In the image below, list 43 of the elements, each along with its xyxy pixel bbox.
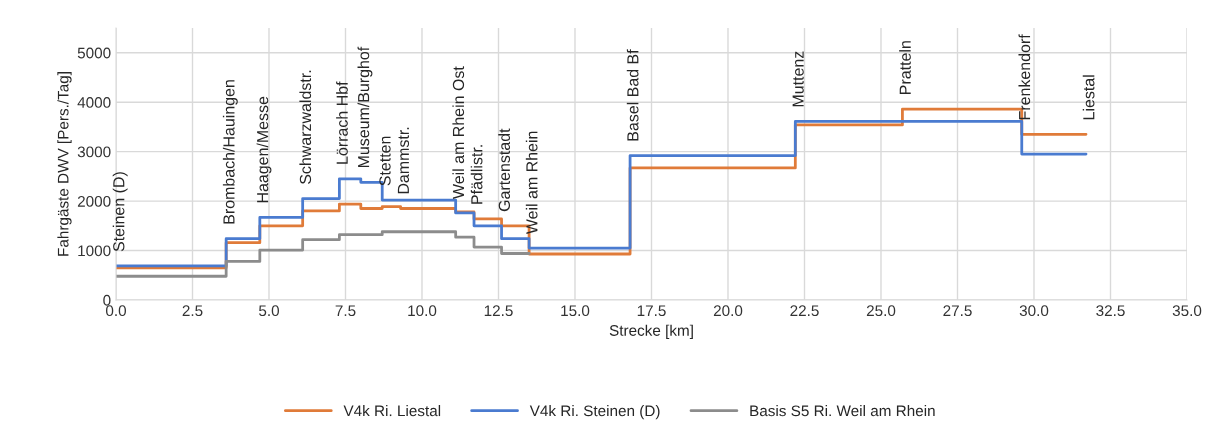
annotation: Basel Bad Bf (626, 49, 639, 141)
x-tick-label: 25.0 (866, 305, 896, 317)
y-tick-label: 2000 (77, 195, 111, 207)
annotation: Weil am Rhein (525, 131, 538, 235)
annotation: Brombach/Hauingen (222, 80, 238, 224)
x-tick-label: 20.0 (713, 305, 743, 317)
annotation: Pfädlistr. (470, 145, 483, 204)
annotation: Steinen (D) (112, 172, 128, 252)
x-tick-label: 17.5 (637, 305, 666, 317)
annotation: Muttenz (792, 51, 804, 107)
y-axis-title: Fahrgäste DWV [Pers./Tag] (57, 72, 72, 256)
annotation: Liestal (1082, 75, 1095, 120)
x-tick-label: 15.0 (561, 305, 590, 317)
annotation: Pratteln (899, 41, 911, 94)
x-tick-label: 0.0 (105, 305, 127, 317)
x-tick-label: 7.5 (335, 305, 356, 317)
x-axis-title: Strecke [km] (609, 324, 693, 339)
annotation: Gartenstadt (498, 128, 511, 212)
x-tick-label: 10.0 (408, 305, 437, 317)
x-tick-label: 32.5 (1096, 305, 1125, 317)
annotation: Lörrach Hbf (336, 81, 348, 164)
annotation: Dammstr. (397, 127, 410, 194)
x-tick-label: 30.0 (1019, 305, 1049, 317)
annotation: Haagen/Messe (256, 96, 272, 203)
legend-label: Basis S5 Ri. Weil am Rhein (750, 405, 935, 417)
y-tick-label: 3000 (77, 146, 111, 158)
y-tick-label: 4000 (77, 97, 111, 108)
legend-label: V4k Ri. Liestal (343, 405, 441, 417)
x-tick-label: 5.0 (258, 305, 280, 317)
y-tick-label: 1000 (78, 245, 111, 257)
y-tick-label: 0 (103, 294, 111, 306)
legend-label: V4k Ri. Steinen (D) (529, 405, 660, 420)
annotation: Frenkendorf (1018, 34, 1031, 120)
annotation: Schwarzwaldstr. (299, 70, 312, 184)
x-tick-label: 2.5 (182, 305, 203, 317)
x-tick-label: 35.0 (1172, 305, 1202, 317)
y-tick-label: 5000 (77, 47, 111, 59)
x-tick-label: 27.5 (943, 305, 972, 317)
annotation: Weil am Rhein Ost (452, 66, 465, 199)
x-tick-label: 22.5 (790, 305, 819, 317)
annotation: Museum/Burghof (357, 46, 373, 168)
x-tick-label: 12.5 (484, 305, 513, 317)
annotation: Stetten (379, 136, 391, 186)
